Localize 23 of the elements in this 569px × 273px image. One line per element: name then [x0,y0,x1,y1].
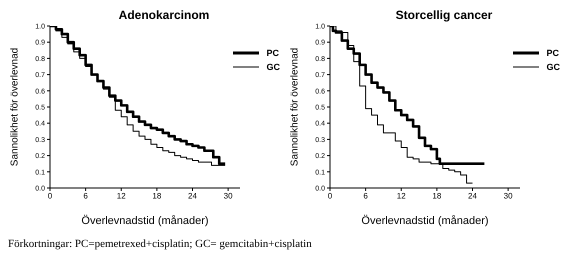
x-tick-label: 0 [328,192,333,201]
x-tick-label: 30 [504,192,514,201]
chart-title: Storcellig cancer [394,8,494,22]
x-tick-label: 18 [432,192,442,201]
legend-label: PC [546,48,560,58]
legend-label: GC [546,62,560,72]
y-axis-title: Sannolikhet för överlevnad [290,48,301,166]
x-tick-label: 30 [224,192,234,201]
x-tick-label: 24 [188,192,198,201]
x-tick-label: 18 [152,192,162,201]
chart-title: Adenokarcinom [118,8,210,22]
x-tick-label: 6 [363,192,368,201]
x-tick-label: 12 [396,192,406,201]
x-axis-title: Överlevnadstid (månader) [81,214,209,227]
x-tick-label: 12 [116,192,126,201]
legend-label: PC [266,48,280,58]
x-tick-label: 6 [83,192,88,201]
legend-label: GC [266,62,280,72]
x-tick-label: 24 [468,192,478,201]
x-axis-title: Överlevnadstid (månader) [361,214,489,227]
text: Förkortningar: PC=pemetrexed+cisplatin; GC= gemcitabin+cisplatin [8,238,313,250]
x-tick-label: 0 [48,192,53,201]
y-axis-title: Sannolikhet för överlevnad [10,48,21,166]
